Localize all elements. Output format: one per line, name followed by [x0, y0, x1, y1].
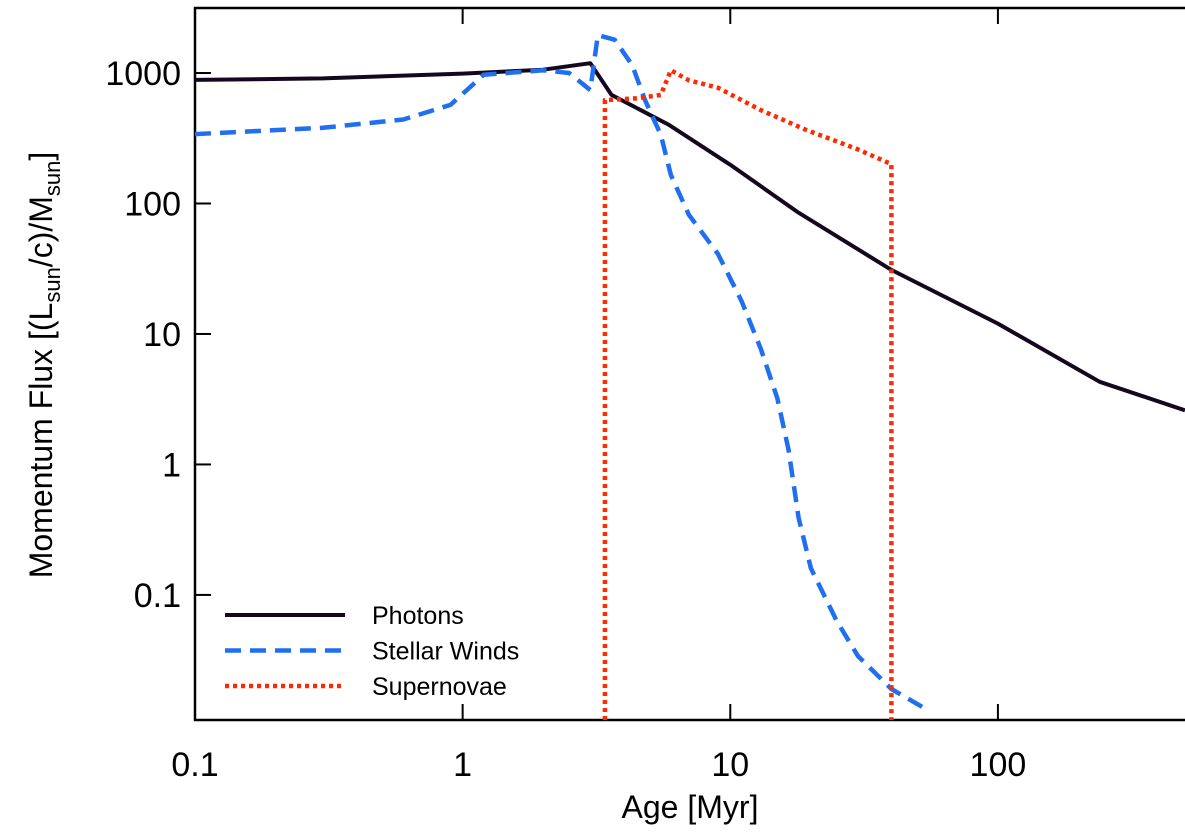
- y-tick-label: 1000: [105, 55, 181, 93]
- y-axis-label: Momentum Flux [(Lsun/c)/Msun]: [23, 152, 65, 579]
- y-label-part: Momentum Flux [(L: [23, 303, 59, 579]
- legend-label: Photons: [372, 602, 464, 630]
- y-tick-label: 10: [143, 316, 181, 354]
- y-tick-label: 100: [124, 185, 181, 223]
- x-tick-label: 100: [970, 746, 1027, 784]
- x-tick-label: 1: [453, 746, 472, 784]
- series-line: [195, 32, 930, 713]
- x-axis-label: Age [Myr]: [622, 789, 759, 825]
- y-tick-label: 1: [162, 446, 181, 484]
- axes-frame: [193, 6, 1185, 722]
- y-label-subscript: sun: [40, 267, 65, 302]
- y-label-part: ]: [23, 152, 59, 161]
- x-tick-label: 0.1: [171, 746, 218, 784]
- y-label-subscript: sun: [40, 161, 65, 196]
- series-line: [195, 61, 1185, 413]
- legend-label: Supernovae: [372, 673, 507, 701]
- y-tick-label: 0.1: [134, 577, 181, 615]
- series-line: [602, 68, 894, 720]
- x-tick-label: 10: [711, 746, 749, 784]
- legend-label: Stellar Winds: [372, 638, 519, 666]
- y-label-part: /c)/M: [23, 196, 59, 267]
